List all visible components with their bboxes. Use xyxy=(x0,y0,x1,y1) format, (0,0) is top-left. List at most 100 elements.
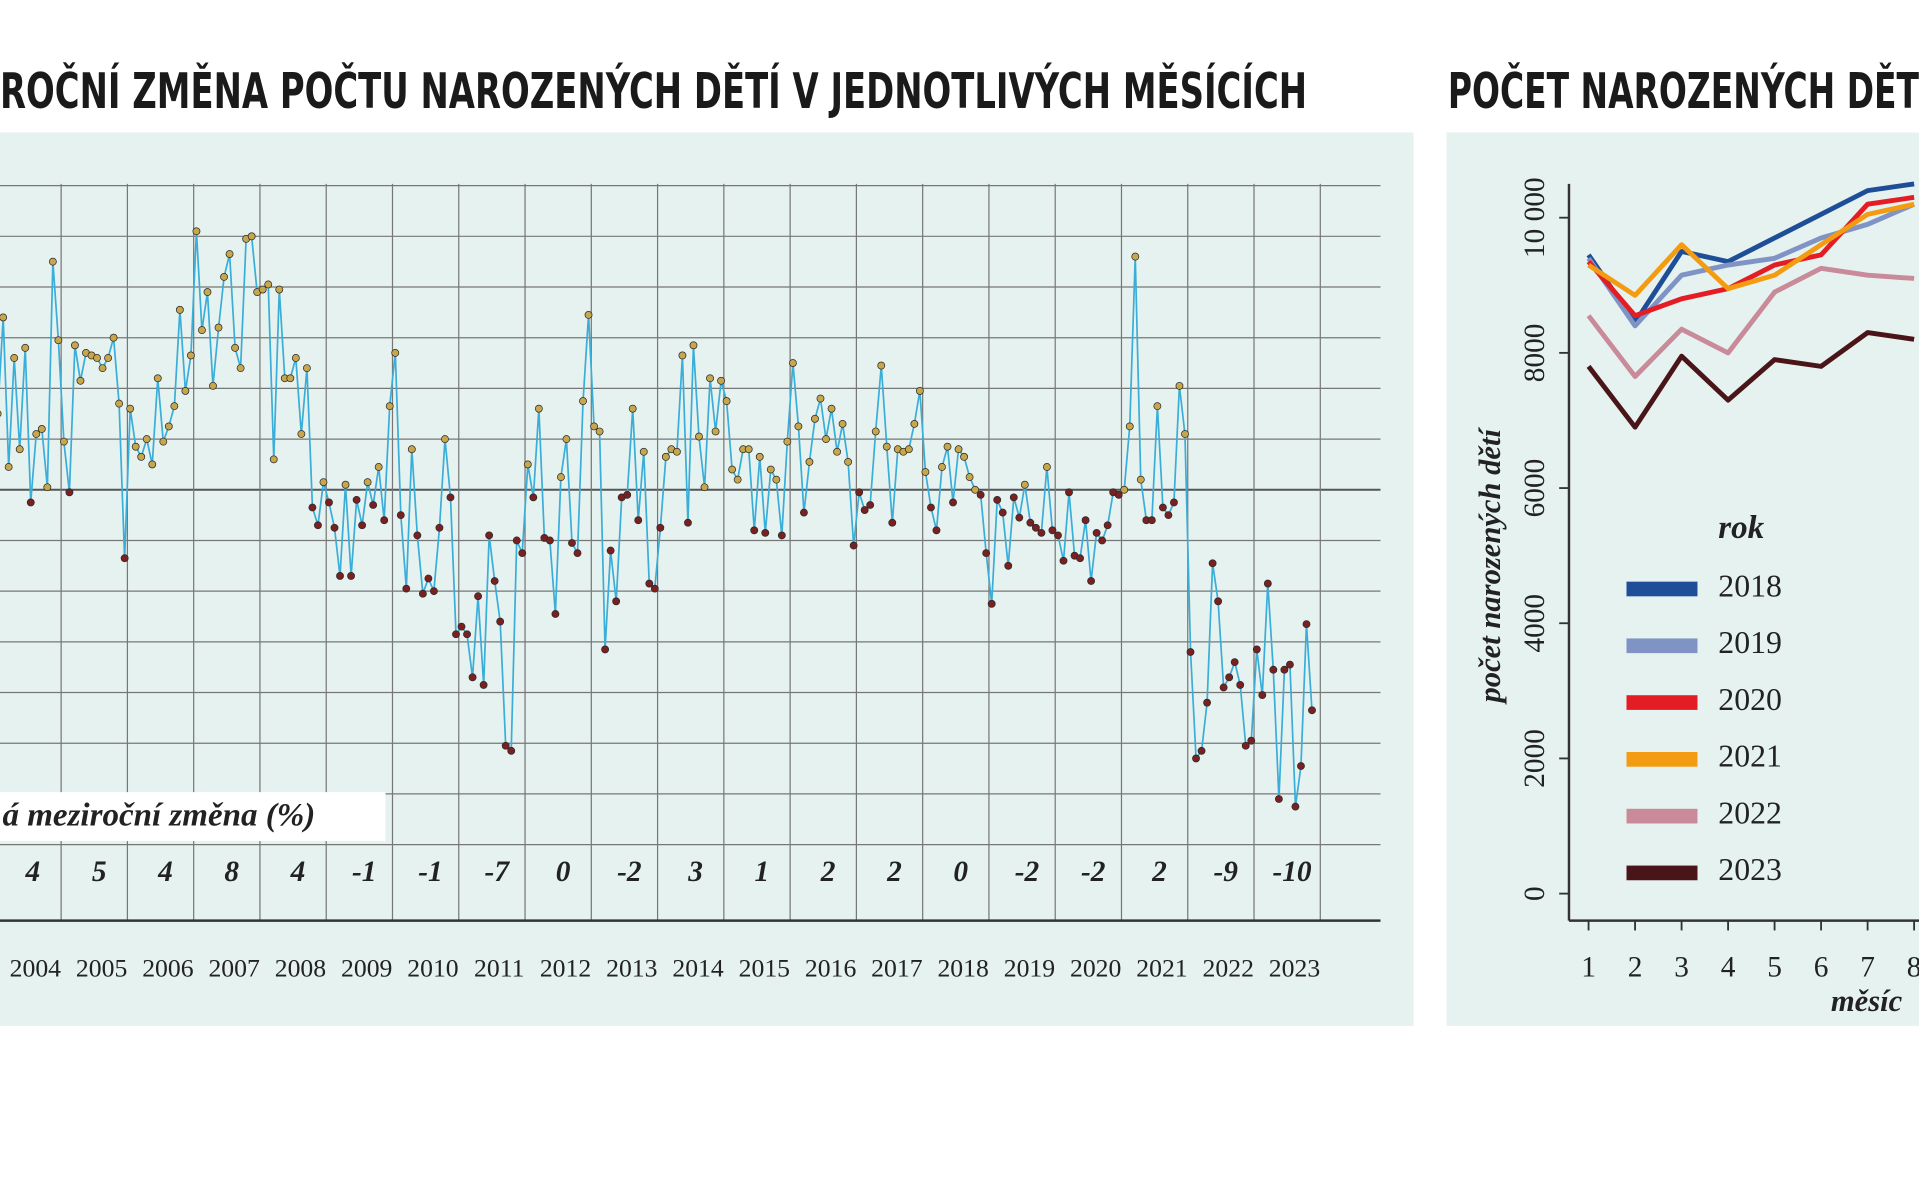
x-tick-label: 2007 xyxy=(208,954,260,983)
point xyxy=(269,455,278,464)
point xyxy=(805,457,814,466)
point xyxy=(1120,485,1129,494)
point xyxy=(1043,463,1051,471)
point xyxy=(131,442,140,451)
point xyxy=(987,599,996,608)
x-tick-label: 2008 xyxy=(275,954,326,983)
annual-change-label: 8 xyxy=(224,856,239,888)
annual-change-label: 5 xyxy=(92,856,107,888)
point xyxy=(672,447,681,456)
x-axis-label: měsíc xyxy=(1831,984,1903,1018)
series-line xyxy=(1586,330,1915,430)
legend-label: 2021 xyxy=(1718,739,1782,774)
point xyxy=(0,313,8,322)
point xyxy=(402,584,411,593)
point xyxy=(275,285,284,294)
point xyxy=(1192,754,1200,763)
x-tick-label: 6 xyxy=(1814,951,1829,983)
left-panel xyxy=(0,132,1414,1026)
point xyxy=(562,435,571,443)
x-tick-label: 2 xyxy=(1628,951,1643,983)
x-tick-label: 2019 xyxy=(1004,954,1055,983)
point xyxy=(1197,746,1206,755)
annual-change-label: -1 xyxy=(352,856,376,888)
point xyxy=(1170,498,1178,507)
point xyxy=(678,351,687,360)
point xyxy=(380,516,389,525)
point xyxy=(971,485,980,494)
point xyxy=(1263,579,1272,588)
point xyxy=(1208,559,1217,568)
annotation-box xyxy=(0,792,386,842)
point xyxy=(385,402,394,411)
point xyxy=(568,539,576,547)
point xyxy=(529,493,538,502)
y-tick-label: 10 000 xyxy=(1519,177,1551,258)
point xyxy=(170,402,179,411)
point xyxy=(369,501,378,509)
annual-change-label: -1 xyxy=(418,856,442,888)
point xyxy=(1181,430,1189,438)
point xyxy=(766,465,775,474)
series-line xyxy=(1586,265,1915,379)
point xyxy=(1186,648,1195,656)
point xyxy=(148,460,157,469)
point xyxy=(579,397,587,405)
point xyxy=(347,572,355,580)
point xyxy=(468,673,477,682)
point xyxy=(490,577,499,585)
point xyxy=(639,447,648,456)
point xyxy=(800,508,808,517)
legend-label: 2022 xyxy=(1718,795,1782,830)
point xyxy=(54,336,63,345)
point xyxy=(1015,513,1024,522)
x-tick-label: 2016 xyxy=(805,954,857,983)
point xyxy=(43,483,52,492)
point xyxy=(634,516,643,525)
point xyxy=(236,364,245,373)
legend-swatch xyxy=(1626,808,1698,824)
point xyxy=(1048,526,1057,535)
point xyxy=(871,427,880,436)
point xyxy=(32,430,41,438)
point xyxy=(65,488,74,497)
point xyxy=(1258,691,1267,699)
x-tick-label: 2005 xyxy=(76,954,127,983)
point xyxy=(76,376,85,385)
point xyxy=(910,419,919,428)
annual-change-label: -7 xyxy=(485,856,511,888)
point xyxy=(209,381,217,390)
point xyxy=(788,359,797,367)
point xyxy=(48,257,57,266)
point xyxy=(1147,516,1156,525)
point xyxy=(164,422,173,431)
point xyxy=(247,232,256,241)
annual-change-label: -10 xyxy=(1272,856,1311,888)
point xyxy=(198,326,206,335)
annual-change-label: 0 xyxy=(556,856,571,888)
point xyxy=(352,495,361,504)
point xyxy=(264,280,273,289)
x-tick-label: 2013 xyxy=(606,954,657,983)
point xyxy=(733,475,742,484)
point xyxy=(1247,736,1256,745)
point xyxy=(1241,741,1250,750)
x-tick-label: 4 xyxy=(1721,951,1736,983)
annual-change-label: 2 xyxy=(886,856,902,888)
point xyxy=(214,323,223,332)
point xyxy=(463,630,471,639)
point xyxy=(15,445,24,454)
x-tick-label: 2020 xyxy=(1070,954,1121,983)
point xyxy=(1252,645,1261,654)
point xyxy=(794,422,803,431)
point xyxy=(203,288,212,296)
point xyxy=(689,341,698,350)
point xyxy=(314,521,322,530)
point xyxy=(59,437,68,446)
point xyxy=(722,397,731,405)
point xyxy=(1269,665,1278,674)
point xyxy=(1020,480,1029,489)
point xyxy=(181,387,190,395)
point xyxy=(904,445,913,454)
